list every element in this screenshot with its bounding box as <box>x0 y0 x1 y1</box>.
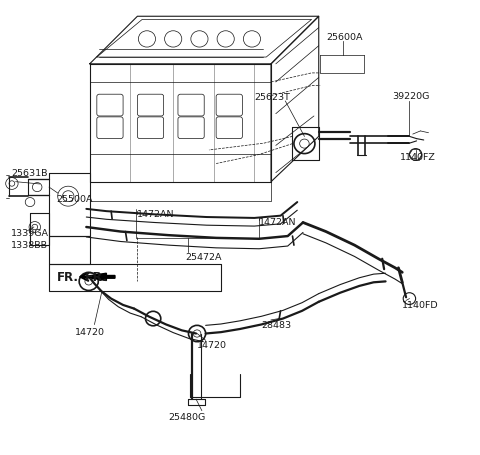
Text: 25472A: 25472A <box>185 252 222 261</box>
Text: 1472AN: 1472AN <box>137 209 175 218</box>
Text: 1338BB: 1338BB <box>11 240 48 249</box>
Polygon shape <box>83 273 115 281</box>
Text: 25480G: 25480G <box>168 412 205 421</box>
Text: 39220G: 39220G <box>393 92 430 101</box>
Text: 28483: 28483 <box>262 320 292 329</box>
Text: 25631B: 25631B <box>11 169 48 178</box>
Text: FR.: FR. <box>57 271 79 284</box>
Text: 1140FZ: 1140FZ <box>400 153 436 162</box>
Text: 1472AN: 1472AN <box>259 217 297 227</box>
Text: 25600A: 25600A <box>326 33 362 42</box>
Text: FR.: FR. <box>85 271 108 284</box>
Text: 1339GA: 1339GA <box>11 229 49 238</box>
Text: 25500A: 25500A <box>56 195 93 204</box>
Text: 14720: 14720 <box>197 341 227 349</box>
Text: 25623T: 25623T <box>254 93 290 102</box>
Text: 14720: 14720 <box>75 327 105 336</box>
Text: 1140FD: 1140FD <box>402 300 439 309</box>
